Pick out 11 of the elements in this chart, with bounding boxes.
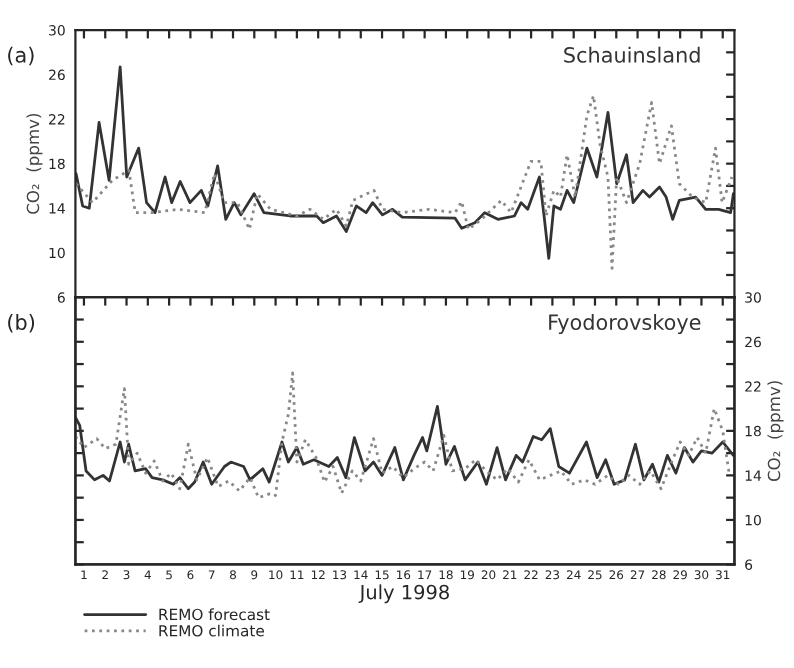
text: Fyodorovskoye: [549, 313, 701, 335]
line-series: [75, 94, 734, 270]
line-series: [75, 65, 735, 260]
line-series: [75, 404, 735, 491]
x-axis-title: July 1998: [358, 584, 449, 604]
text: (b): [8, 313, 35, 333]
line-series: [75, 371, 731, 500]
text: (a): [8, 46, 34, 66]
y-axis-title: CO₂ (ppmv): [26, 113, 43, 214]
text: Schauinsland: [564, 46, 700, 63]
y2-axis-title: CO₂ (ppmv): [767, 381, 784, 482]
